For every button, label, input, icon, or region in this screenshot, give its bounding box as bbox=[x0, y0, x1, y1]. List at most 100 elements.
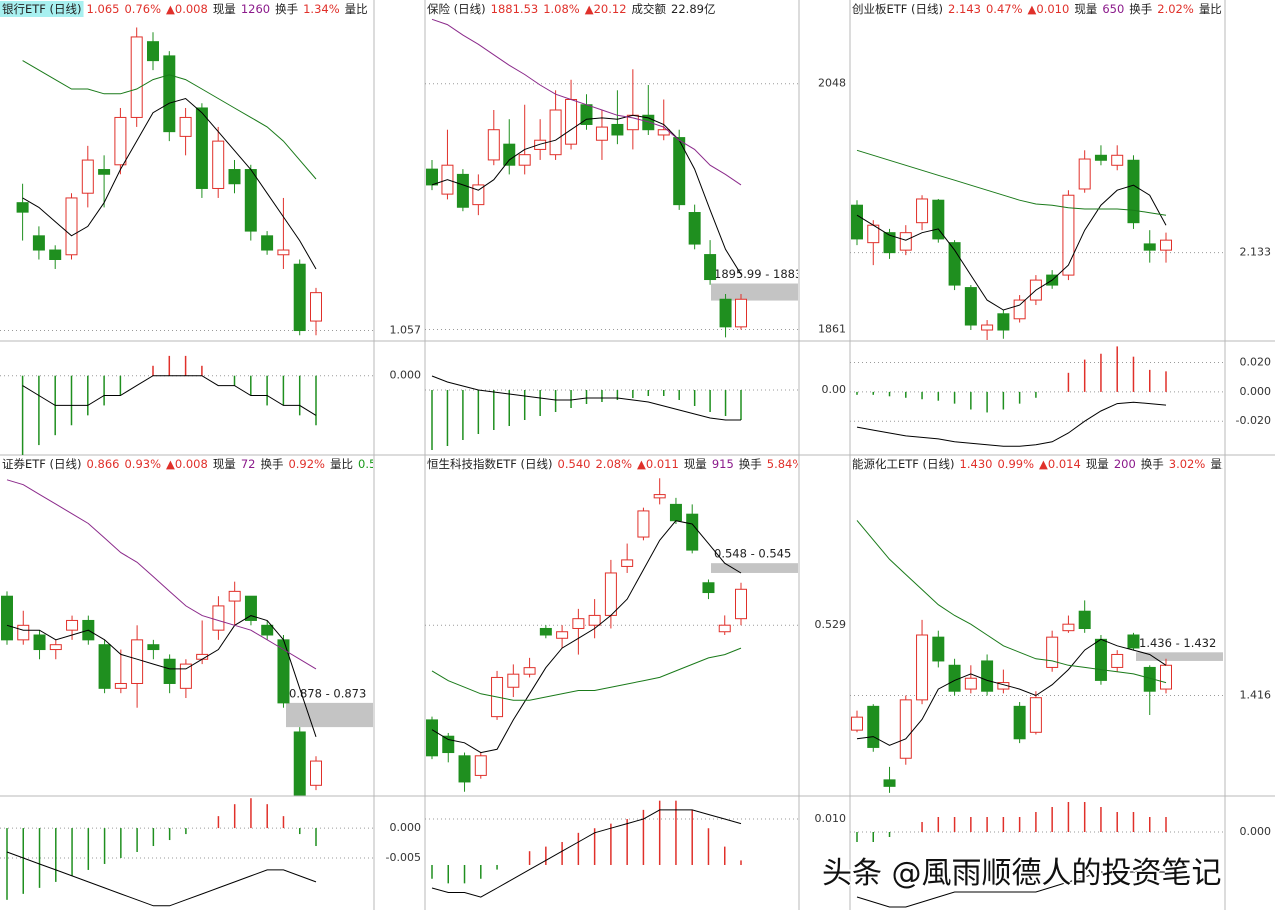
y-tick-label: 0.000 bbox=[1240, 385, 1272, 398]
macd-line bbox=[22, 375, 317, 416]
header-item: ▲20.12 bbox=[585, 2, 627, 16]
header-item: 现量 bbox=[684, 457, 707, 471]
candle-body bbox=[114, 116, 127, 166]
candle-body bbox=[673, 137, 686, 206]
ma-line bbox=[22, 60, 317, 180]
range-label: 1895.99 - 1883 bbox=[714, 267, 802, 281]
header-item: 恒生科技指数ETF (日线) bbox=[427, 457, 553, 471]
ma-line bbox=[856, 149, 1167, 216]
candle-body bbox=[212, 605, 225, 631]
header-item: 0.92% bbox=[288, 457, 325, 471]
range-label: 1.436 - 1.432 bbox=[1139, 636, 1216, 650]
candle-body bbox=[718, 624, 731, 633]
header-item: 现量 bbox=[213, 457, 236, 471]
candle-body bbox=[867, 705, 880, 748]
header-item: 银行ETF (日线) bbox=[2, 2, 82, 16]
y-tick-label: 0.000 bbox=[1240, 825, 1272, 838]
candle-body bbox=[16, 202, 29, 213]
y-tick-label: 1.416 bbox=[1240, 689, 1272, 702]
header-item: 0.99 bbox=[373, 2, 399, 16]
header-item: 量 bbox=[808, 457, 820, 471]
header-item: 现量 bbox=[213, 2, 236, 16]
candle-body bbox=[310, 760, 322, 786]
candle-body bbox=[534, 139, 547, 150]
header-item: 0.540 bbox=[558, 457, 591, 471]
header-item: 0.57 bbox=[358, 457, 384, 471]
candle-body bbox=[549, 109, 562, 156]
candle-body bbox=[458, 755, 471, 783]
header-item: 证券ETF (日线) bbox=[2, 457, 82, 471]
candle-body bbox=[147, 644, 160, 651]
candle-body bbox=[851, 204, 863, 240]
candle-body bbox=[1, 595, 13, 641]
candle-body bbox=[179, 663, 192, 689]
candle-body bbox=[719, 298, 732, 328]
candle-body bbox=[503, 143, 516, 166]
y-tick-label: 0.529 bbox=[815, 618, 847, 631]
candle-body bbox=[688, 212, 701, 245]
ma-line bbox=[6, 615, 317, 737]
candle-body bbox=[507, 673, 520, 688]
header-item: 1.430 bbox=[960, 457, 993, 471]
header-item: 能源化工ETF (日线) bbox=[852, 457, 955, 471]
candle-body bbox=[472, 184, 485, 206]
ma-line bbox=[856, 184, 1167, 311]
candle-body bbox=[981, 324, 994, 331]
candle-body bbox=[131, 639, 144, 684]
candle-body bbox=[32, 235, 45, 251]
candle-body bbox=[474, 755, 487, 776]
y-tick-label: -0.020 bbox=[1236, 414, 1271, 427]
candle-body bbox=[948, 242, 961, 286]
header-item: 量比 bbox=[330, 457, 353, 471]
candle-body bbox=[81, 159, 94, 194]
y-tick-label: 0.010 bbox=[815, 812, 847, 825]
macd-panel bbox=[0, 798, 373, 907]
header-item: 915 bbox=[712, 457, 734, 471]
header-item: 0.99% bbox=[997, 457, 1034, 471]
candle-body bbox=[851, 716, 863, 731]
candle-body bbox=[228, 590, 241, 602]
header-item: 5.84% bbox=[767, 457, 804, 471]
y-tick-label: 0.020 bbox=[1240, 356, 1272, 369]
macd-panel bbox=[425, 800, 798, 898]
candle-body bbox=[637, 510, 650, 538]
candle-body bbox=[883, 779, 896, 787]
header-item: 量比 bbox=[1210, 457, 1233, 471]
candle-body bbox=[179, 116, 192, 137]
header-item: 72 bbox=[241, 457, 256, 471]
macd-line bbox=[856, 401, 1167, 447]
candle-body bbox=[653, 494, 666, 499]
ma-line bbox=[22, 97, 317, 270]
candle-body bbox=[98, 644, 111, 689]
candle-body bbox=[1029, 697, 1042, 733]
ma-line bbox=[6, 479, 317, 670]
candle-body bbox=[899, 699, 912, 759]
header-item: 1260 bbox=[241, 2, 270, 16]
ma-line bbox=[856, 638, 1167, 746]
candle-body bbox=[604, 572, 617, 616]
candle-body bbox=[539, 627, 552, 636]
candle-body bbox=[310, 292, 322, 322]
candle-body bbox=[1160, 239, 1172, 251]
candle-body bbox=[595, 126, 608, 141]
candle-body bbox=[621, 559, 634, 567]
candle-body bbox=[642, 114, 655, 131]
candle-body bbox=[456, 173, 469, 208]
panel-header: 证券ETF (日线) 0.866 0.93% ▲0.008 现量 72 换手 0.92% 量比 0… bbox=[2, 457, 384, 471]
candle-body bbox=[426, 719, 438, 757]
candle-body bbox=[1143, 243, 1156, 251]
header-item: 1.34% bbox=[303, 2, 340, 16]
header-item: 现量 bbox=[1074, 2, 1097, 16]
range-box bbox=[711, 563, 798, 573]
candle-body bbox=[293, 263, 306, 332]
panel: 创业板ETF (日线) 2.143 0.47% ▲0.010 现量 650 换手 2.02% 量… bbox=[850, 2, 1223, 340]
header-item: 2.143 bbox=[948, 2, 981, 16]
ma-line bbox=[431, 647, 742, 701]
ma-line bbox=[856, 520, 1167, 684]
candle-body bbox=[33, 634, 46, 651]
candle-body bbox=[442, 735, 455, 754]
header-item: 1881.53 bbox=[491, 2, 539, 16]
title-highlight bbox=[0, 1, 84, 17]
header-item: 650 bbox=[1102, 2, 1124, 16]
y-tick-label: -0.005 bbox=[386, 851, 421, 864]
